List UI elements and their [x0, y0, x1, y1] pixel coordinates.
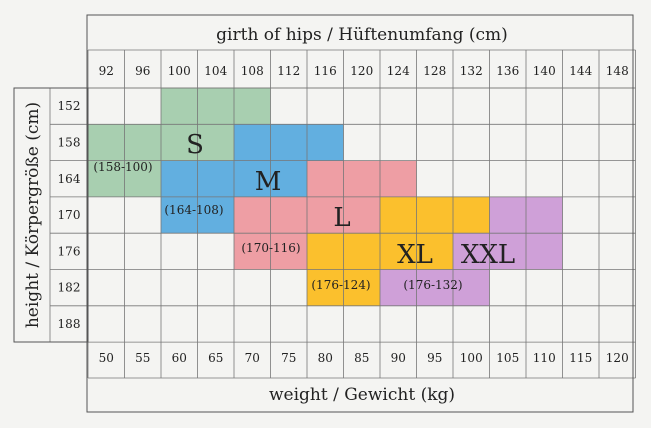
- size-m-region: [234, 124, 344, 161]
- hip-tick-label: 136: [496, 64, 519, 78]
- size-xxl-region: [380, 269, 490, 306]
- size-l-range-label: (170-116): [241, 241, 300, 255]
- height-tick-label: 176: [58, 244, 81, 258]
- size-xl-region: [380, 196, 490, 234]
- height-tick-label: 182: [58, 281, 81, 295]
- size-xl-range-label: (176-124): [311, 278, 370, 292]
- hip-tick-label: 108: [241, 64, 264, 78]
- hip-tick-label: 116: [314, 64, 337, 78]
- weight-tick-label: 95: [427, 351, 442, 365]
- weight-tick-label: 70: [245, 351, 260, 365]
- hip-tick-label: 112: [277, 64, 300, 78]
- hip-tick-label: 124: [387, 64, 410, 78]
- left-frame: [13, 87, 89, 343]
- hip-tick-label: 128: [423, 64, 446, 78]
- size-s-range-label: (158-100): [93, 160, 152, 174]
- size-xxl-region: [453, 233, 563, 270]
- weight-tick-label: 115: [569, 351, 592, 365]
- size-m-range-label: (164-108): [164, 203, 223, 217]
- weight-tick-label: 50: [99, 351, 114, 365]
- hip-tick-label: 144: [569, 64, 592, 78]
- size-s-region: [161, 88, 271, 125]
- hip-tick-label: 148: [606, 64, 629, 78]
- weight-tick-label: 75: [281, 351, 296, 365]
- weight-tick-label: 80: [318, 351, 333, 365]
- hip-tick-label: 96: [135, 64, 150, 78]
- height-tick-label: 164: [58, 172, 81, 186]
- weight-tick-label: 90: [391, 351, 406, 365]
- weight-tick-label: 100: [460, 351, 483, 365]
- grid: [49, 49, 636, 379]
- hip-tick-label: 92: [99, 64, 114, 78]
- size-s-label: S: [186, 130, 204, 160]
- hip-tick-label: 120: [350, 64, 373, 78]
- tick-labels: 92 96 100 104 108 112 116 120 124 128 132 136 140 144…: [58, 64, 629, 365]
- size-xl-label: XL: [397, 240, 433, 270]
- height-tick-label: 152: [58, 99, 81, 113]
- left-axis-title: height / Körpergröße (cm): [23, 102, 43, 328]
- weight-tick-label: 60: [172, 351, 187, 365]
- weight-tick-label: 85: [354, 351, 369, 365]
- hip-tick-label: 140: [533, 64, 556, 78]
- height-tick-label: 170: [58, 208, 81, 222]
- size-xxl-range-label: (176-132): [403, 278, 462, 292]
- size-m-label: M: [255, 167, 282, 197]
- bottom-axis-title: weight / Gewicht (kg): [269, 385, 455, 405]
- size-xxl-label: XXL: [461, 240, 515, 270]
- hip-tick-label: 104: [204, 64, 227, 78]
- size-labels: S (158-100) M (164-108) L (170-116) XL (176-124…: [93, 130, 515, 292]
- height-tick-label: 158: [58, 135, 81, 149]
- size-l-region: [307, 160, 417, 197]
- outer-frame: [86, 14, 634, 413]
- weight-tick-label: 65: [208, 351, 223, 365]
- top-axis-title: girth of hips / Hüftenumfang (cm): [216, 25, 508, 45]
- hip-tick-label: 132: [460, 64, 483, 78]
- size-l-label: L: [333, 203, 350, 233]
- height-tick-label: 188: [58, 317, 81, 331]
- weight-tick-label: 110: [533, 351, 556, 365]
- weight-tick-label: 120: [606, 351, 629, 365]
- weight-tick-label: 105: [496, 351, 519, 365]
- hip-tick-label: 100: [168, 64, 191, 78]
- weight-tick-label: 55: [135, 351, 150, 365]
